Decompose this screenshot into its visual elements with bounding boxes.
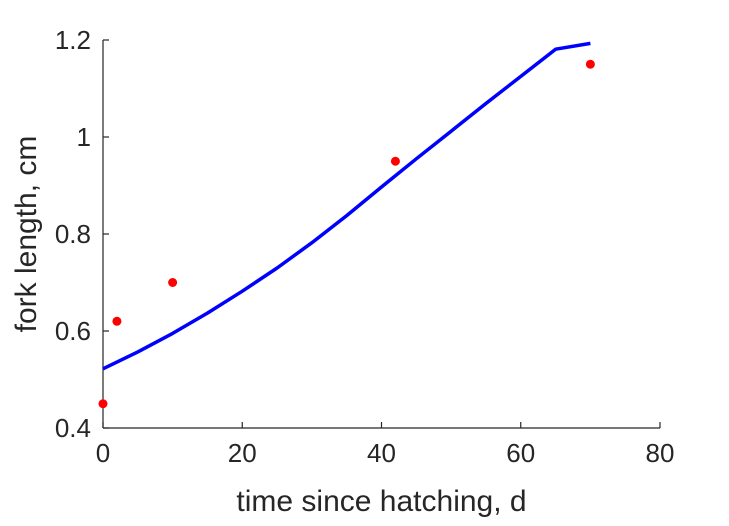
x-axis-title: time since hatching, d	[236, 485, 526, 518]
data-point	[168, 278, 178, 287]
x-tick-label: 0	[96, 438, 110, 468]
x-tick-label: 20	[228, 438, 257, 468]
data-point	[98, 399, 108, 409]
line-layer	[102, 41, 591, 371]
y-tick-label: 0.4	[55, 413, 91, 443]
points-layer	[98, 59, 595, 409]
data-point	[585, 59, 595, 69]
y-tick-label: 0.6	[55, 316, 91, 346]
x-tick-label: 60	[506, 438, 535, 468]
y-tick-label: 1	[77, 122, 91, 152]
data-point	[390, 156, 400, 166]
y-axis-title: fork length, cm	[10, 136, 43, 333]
fit-line	[102, 41, 591, 371]
axes-layer: 0 20 40 60 80 0.4 0.6 0.8 1 1.2	[55, 25, 675, 468]
x-tick-label: 40	[367, 438, 396, 468]
data-point	[112, 316, 122, 326]
y-tick-label: 0.8	[55, 219, 91, 249]
y-tick-label: 1.2	[55, 25, 91, 55]
x-tick-label: 80	[646, 438, 675, 468]
labels-layer: time since hatching, d fork length, cm	[10, 136, 527, 518]
